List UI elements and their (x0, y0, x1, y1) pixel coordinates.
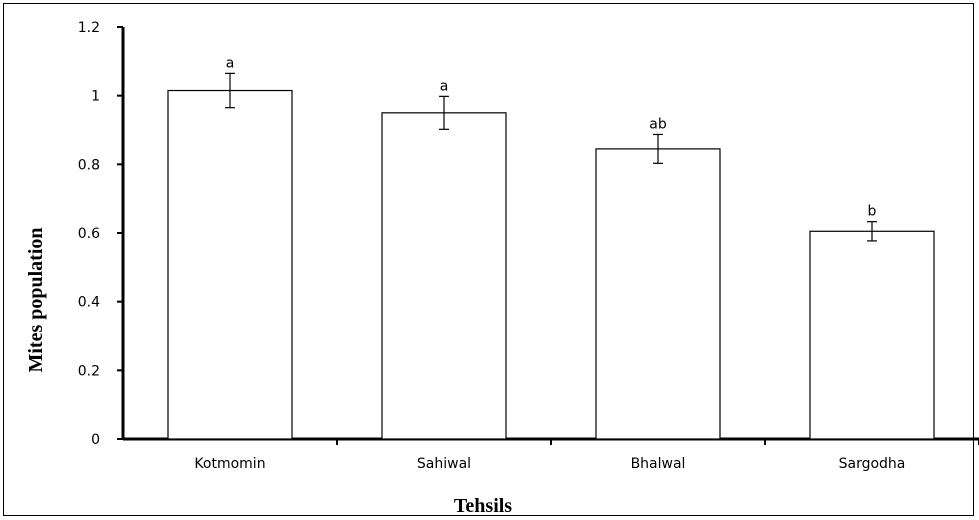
y-tick-label: 0 (91, 432, 100, 448)
bar (809, 230, 935, 440)
y-axis-title: Mites population (25, 227, 47, 372)
x-ticks (336, 439, 979, 445)
y-tick-label: 0.6 (78, 226, 100, 242)
bar (381, 112, 507, 440)
bars (167, 89, 935, 440)
significance-label: a (226, 55, 235, 71)
y-tick-label: 0.8 (78, 157, 100, 173)
y-ticks: 0 0.2 0.4 0.6 0.8 1 1.2 (78, 20, 123, 448)
significance-labels: a a ab b (226, 55, 877, 219)
x-axis-title: Tehsils (454, 495, 512, 517)
category-label: Sahiwal (417, 456, 471, 472)
error-bar (439, 95, 449, 130)
significance-label: b (868, 204, 877, 220)
y-tick-label: 1.2 (78, 20, 100, 36)
y-tick-label: 1 (91, 89, 100, 105)
y-tick-label: 0.4 (78, 295, 100, 311)
significance-label: ab (649, 116, 667, 132)
chart-frame (3, 3, 974, 516)
category-label: Bhalwal (631, 456, 686, 472)
bar (167, 89, 293, 440)
category-label: Kotmomin (194, 456, 265, 472)
error-bar (653, 133, 663, 164)
error-bar (867, 221, 877, 242)
significance-label: a (440, 78, 449, 94)
category-labels: Kotmomin Sahiwal Bhalwal Sargodha (194, 456, 905, 472)
error-bars (225, 72, 877, 242)
category-label: Sargodha (839, 456, 906, 472)
y-tick-label: 0.2 (78, 363, 100, 379)
error-bar (225, 72, 235, 109)
bar (595, 148, 721, 440)
